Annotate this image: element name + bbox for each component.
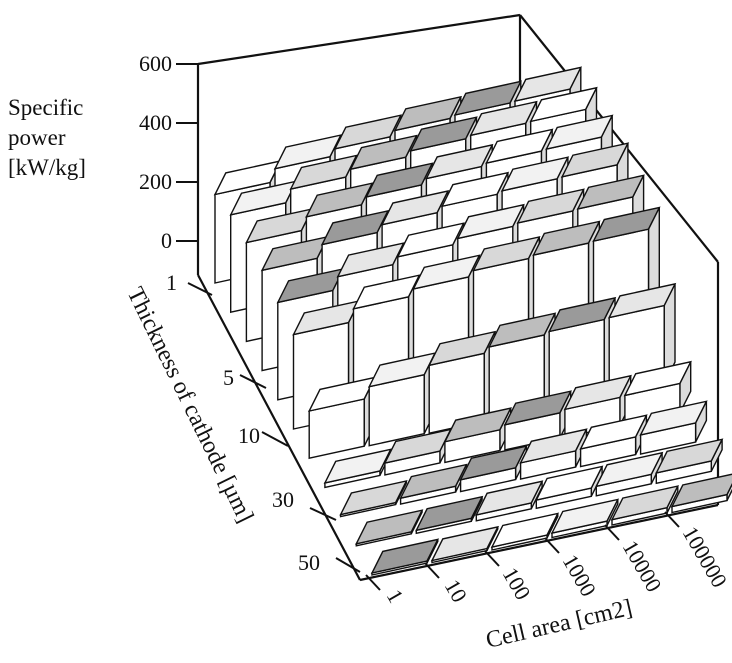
- bar-t30-a100000-top: [639, 400, 708, 436]
- bar-t3-a1000-top: [425, 143, 494, 180]
- z-tick-label-400: 400: [139, 110, 172, 135]
- thickness-tick-10: [261, 431, 289, 447]
- bar-t5-a100-top: [396, 222, 465, 258]
- bar-t5-a1000-top: [456, 203, 525, 240]
- bar-t1-a100000-top: [513, 66, 583, 103]
- area-tick-10000: [604, 524, 620, 541]
- left-bottom-edge: [197, 274, 361, 581]
- bar-t2-a100-top: [349, 134, 418, 171]
- bar-t7-a100000-top: [592, 206, 661, 243]
- bar-t4-a10000-top: [500, 156, 570, 192]
- bar-t3-a10000-top: [485, 128, 554, 165]
- bar-t20-a1000-top: [503, 390, 572, 426]
- thickness-tick-label-30: 30: [272, 487, 294, 512]
- thickness-tick-label-10: 10: [238, 423, 260, 448]
- z-axis-label-line1: Specific: [8, 95, 83, 120]
- bar-t50-a10000-top: [610, 485, 680, 521]
- area-tick-label-10000: 10000: [618, 536, 667, 596]
- bar-t4-a10-top: [320, 209, 390, 246]
- bar-t40-a100000-top: [655, 438, 724, 474]
- bar-t1-a1000-top: [393, 95, 463, 132]
- thickness-tick-5: [239, 374, 267, 389]
- bar-t40-a10000-top: [595, 451, 664, 488]
- side-top-edge: [519, 14, 719, 263]
- area-tick-100000: [664, 511, 680, 528]
- bar-t40-a10-top: [415, 495, 484, 532]
- bar-t4-a100000-top: [560, 142, 630, 178]
- bar-t2-a100000-top: [529, 86, 598, 123]
- bar-t30-a10-top: [399, 463, 468, 500]
- bar-t30-a10000-top: [579, 414, 648, 450]
- bar-t10-a1000-top: [487, 312, 557, 348]
- bar-t40-a1-top: [355, 509, 424, 545]
- area-tick-1: [365, 574, 381, 591]
- chart-frame: [196, 13, 720, 582]
- bar-t20-a100000-top: [623, 360, 692, 397]
- front-bottom-edge: [359, 503, 719, 582]
- z-tick-label-200: 200: [139, 169, 172, 194]
- area-tick-label-1: 1: [382, 585, 409, 607]
- bar-t40-a1000-top: [535, 465, 604, 502]
- bar-t7-a10-top: [352, 274, 421, 310]
- area-tick-100: [484, 550, 500, 567]
- z-tick-label-0: 0: [161, 228, 172, 253]
- bar-t10-a100-top: [427, 330, 497, 367]
- bar-t5-a100000-top: [576, 174, 645, 210]
- back-top-edge: [197, 13, 521, 66]
- bar-t2-a10000-top: [469, 100, 538, 137]
- bar-t50-a10-top: [430, 525, 500, 562]
- bar-t5-a10000-top: [516, 188, 585, 224]
- z-tick-label-600: 600: [139, 51, 172, 76]
- bar-t20-a100-top: [443, 407, 512, 443]
- thickness-tick-label-1: 1: [166, 270, 177, 295]
- area-tick-1000: [544, 537, 560, 554]
- bar-t20-a1-top: [323, 448, 392, 484]
- bar-t7-a1000-top: [472, 235, 541, 272]
- bar-t10-a10000-top: [547, 296, 617, 333]
- bar-t2-a10-top: [289, 154, 358, 191]
- bar-t1-a10-top: [273, 134, 343, 170]
- bar-t50-a1-top: [370, 538, 440, 574]
- z-axis-label-line2: power: [8, 125, 66, 150]
- z-axis: 600 400 200 0: [139, 51, 198, 253]
- bar-t50-a100000-top: [670, 473, 732, 508]
- z-axis-label-line3: [kW/kg]: [8, 155, 86, 180]
- thickness-tick-50: [335, 557, 361, 573]
- area-tick-label-100000: 100000: [678, 522, 732, 592]
- thickness-tick-label-50: 50: [298, 550, 320, 575]
- bar-t3-a100-top: [365, 162, 434, 198]
- bar-t3-a10-top: [305, 182, 374, 218]
- bar-t1-a100-top: [333, 114, 403, 150]
- bar-t4-a100-top: [380, 190, 450, 226]
- bar-t30-a1-top: [339, 480, 408, 516]
- area-tick-10: [424, 562, 440, 579]
- bar-t4-a1000-top: [440, 171, 510, 208]
- bar-t30-a1000-top: [519, 428, 588, 464]
- thickness-tick-30: [309, 507, 337, 521]
- z-axis-title: Specific power [kW/kg]: [8, 95, 86, 180]
- bar-t7-a10000-top: [532, 220, 601, 257]
- bar-t30-a100-top: [459, 445, 528, 481]
- bar-t40-a100-top: [475, 480, 544, 516]
- bar-t2-a1000-top: [409, 116, 478, 152]
- bar-group: [213, 66, 732, 576]
- bar-t1-a10000-top: [453, 80, 523, 116]
- area-tick-label-10: 10: [440, 575, 473, 607]
- bar-t50-a1000-top: [550, 498, 620, 535]
- cell-area-axis-label: Cell area [cm2]: [484, 595, 635, 654]
- bar-t7-a100-top: [412, 254, 481, 290]
- bar-t5-a10-top: [336, 242, 405, 278]
- thickness-axis-label: Thickness of cathode [µm]: [122, 283, 259, 527]
- bar-t20-a10000-top: [563, 374, 632, 411]
- area-tick-label-100: 100: [498, 563, 536, 604]
- area-tick-label-1000: 1000: [558, 550, 602, 601]
- thickness-tick-label-5: 5: [223, 365, 234, 390]
- bar-t50-a100-top: [490, 512, 560, 549]
- bar-t10-a100000-top: [607, 282, 677, 319]
- thickness-tick-1: [187, 282, 213, 296]
- bar-t3-a100000-top: [545, 114, 614, 151]
